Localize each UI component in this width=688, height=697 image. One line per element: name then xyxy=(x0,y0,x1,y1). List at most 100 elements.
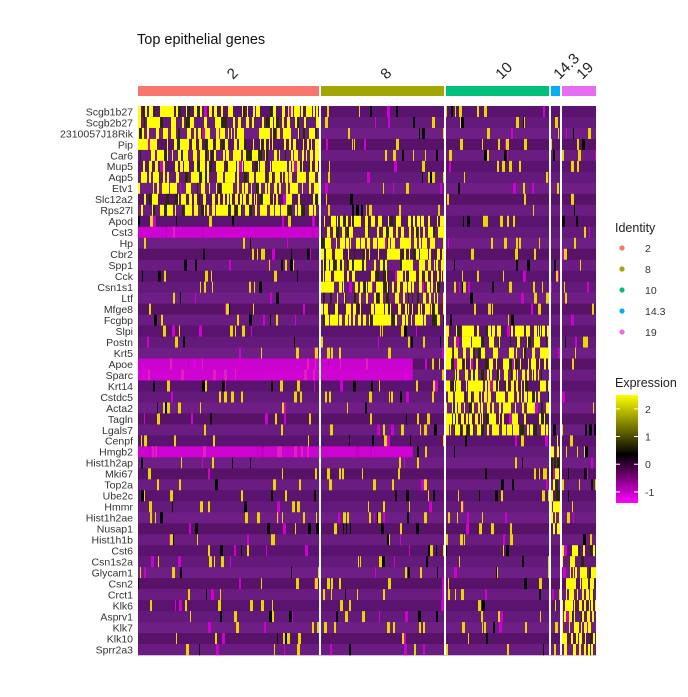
heatmap-cell xyxy=(165,127,167,140)
heatmap-cell xyxy=(272,611,274,623)
heatmap-cell xyxy=(216,182,217,195)
expression-tick-label: 0 xyxy=(645,459,651,471)
heatmap-cell xyxy=(388,116,390,129)
heatmap-cell xyxy=(249,171,251,184)
heatmap-cell xyxy=(180,292,181,304)
heatmap-cell xyxy=(570,600,572,612)
heatmap-cell xyxy=(297,160,300,173)
heatmap-cell xyxy=(453,402,455,414)
heatmap-cell xyxy=(284,127,287,140)
heatmap-cell xyxy=(389,534,390,546)
heatmap-cell xyxy=(535,391,536,403)
heatmap-cell xyxy=(449,149,452,162)
heatmap-cell xyxy=(293,259,294,271)
heatmap-cell xyxy=(527,325,530,337)
heatmap-cell xyxy=(511,160,512,173)
heatmap-cell xyxy=(489,358,490,370)
heatmap-cell xyxy=(496,424,499,436)
heatmap-cell xyxy=(532,369,533,381)
heatmap-cell xyxy=(464,402,465,414)
heatmap-cell xyxy=(141,435,142,447)
heatmap-cell xyxy=(241,204,242,217)
heatmap-cell xyxy=(343,523,344,535)
heatmap-cell xyxy=(347,512,349,524)
heatmap-cell xyxy=(573,567,574,579)
heatmap-cell xyxy=(455,391,456,403)
heatmap-cell xyxy=(335,270,338,282)
heatmap-cell xyxy=(573,512,574,524)
heatmap-cell xyxy=(383,259,385,271)
heatmap-cell xyxy=(300,160,301,173)
heatmap-row-band xyxy=(138,501,596,513)
heatmap-cell xyxy=(558,347,561,359)
heatmap-cell xyxy=(368,501,369,513)
heatmap-cell xyxy=(533,402,535,414)
heatmap-cell xyxy=(400,259,402,271)
gene-label: Slc12a2 xyxy=(95,194,133,206)
heatmap-cell xyxy=(471,369,473,381)
heatmap-cell xyxy=(235,193,237,206)
heatmap-cell xyxy=(288,116,290,129)
heatmap-cell xyxy=(158,556,159,568)
heatmap-cell xyxy=(218,600,221,612)
heatmap-cell xyxy=(292,160,294,173)
heatmap-cell xyxy=(373,237,376,250)
heatmap-cell xyxy=(554,501,556,513)
heatmap-cell xyxy=(385,259,387,271)
heatmap-cell xyxy=(414,226,416,239)
heatmap-cell xyxy=(156,127,158,140)
heatmap-cell xyxy=(423,644,425,656)
heatmap-cell xyxy=(448,589,450,601)
heatmap-cell xyxy=(397,248,400,261)
heatmap-cell xyxy=(592,578,594,590)
heatmap-cell xyxy=(476,358,478,370)
heatmap-cell xyxy=(185,171,188,184)
heatmap-cell xyxy=(226,138,228,151)
heatmap-cell xyxy=(184,160,187,173)
heatmap-cell xyxy=(264,204,267,217)
heatmap-cell xyxy=(392,281,394,293)
heatmap-cell xyxy=(387,622,388,634)
heatmap-cell xyxy=(347,402,348,414)
heatmap-cell xyxy=(297,270,298,282)
heatmap-cell xyxy=(581,556,584,568)
heatmap-cell xyxy=(147,116,149,129)
heatmap-cell xyxy=(454,281,456,293)
heatmap-cell xyxy=(456,424,458,436)
heatmap-cell xyxy=(216,138,218,151)
heatmap-cell xyxy=(241,127,244,140)
heatmap-cell xyxy=(487,391,488,403)
heatmap-cell xyxy=(539,468,540,480)
heatmap-cell xyxy=(237,160,239,173)
heatmap-cell xyxy=(201,182,203,195)
heatmap-cell xyxy=(326,138,328,151)
heatmap-cell xyxy=(238,149,241,162)
heatmap-cell xyxy=(274,182,277,195)
heatmap-cell xyxy=(472,380,475,392)
heatmap-cell xyxy=(408,303,409,315)
heatmap-cell xyxy=(570,556,572,568)
heatmap-cell xyxy=(291,171,292,184)
heatmap-cell xyxy=(164,270,166,282)
heatmap-cell xyxy=(346,303,348,315)
heatmap-cell xyxy=(492,325,494,337)
heatmap-cell xyxy=(533,424,535,436)
heatmap-cell xyxy=(276,127,277,140)
heatmap-cell xyxy=(174,116,176,129)
heatmap-cell xyxy=(557,435,558,447)
heatmap-cell xyxy=(153,171,156,184)
heatmap-cell xyxy=(220,545,223,557)
heatmap-cell xyxy=(534,292,537,304)
heatmap-cell xyxy=(548,490,549,502)
heatmap-cell xyxy=(224,204,226,217)
heatmap-cell xyxy=(503,391,505,403)
gene-label: Postn xyxy=(106,337,133,349)
heatmap-cell xyxy=(200,402,201,414)
heatmap-cell xyxy=(461,589,464,601)
heatmap-cell xyxy=(456,369,457,381)
heatmap-row xyxy=(138,479,596,491)
heatmap-cell xyxy=(342,468,344,480)
gene-label: Etv1 xyxy=(112,183,133,195)
heatmap-cell xyxy=(555,512,556,524)
heatmap-cell xyxy=(251,171,253,184)
